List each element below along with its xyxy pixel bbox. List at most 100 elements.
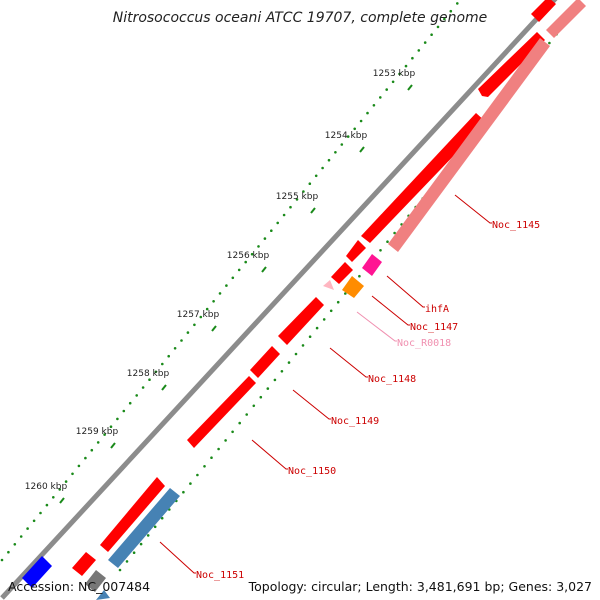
ruler-dot	[295, 198, 299, 201]
ruler-dot	[193, 323, 196, 327]
ruler-dot	[449, 9, 453, 13]
ruler-ticks: 1253 kbp 1254 kbp 1255 kbp 1256 kbp 1257 kbp…	[25, 69, 416, 504]
callout-leader-line	[371, 295, 410, 326]
ruler-dot	[32, 519, 36, 523]
inner-ruler-dot	[238, 421, 241, 425]
inner-ruler-dot	[182, 490, 185, 494]
ruler-dot	[161, 362, 164, 366]
feature-cds-noc1145-partner[interactable]	[361, 113, 486, 243]
inner-ruler-dot	[231, 430, 234, 434]
gene-label[interactable]: Noc_1150	[288, 466, 336, 477]
ruler-dot	[391, 80, 395, 84]
ruler-dot	[276, 221, 280, 225]
ruler-dot	[199, 315, 203, 319]
inner-ruler-dot	[315, 326, 319, 330]
ruler-dot	[385, 88, 389, 91]
feature-track	[22, 0, 586, 600]
gene-label[interactable]: Noc_R0018	[397, 338, 451, 349]
ruler-dot	[225, 284, 228, 287]
ruler-dot	[135, 394, 138, 397]
ruler-dot	[45, 503, 49, 507]
inner-ruler-dot	[344, 292, 347, 295]
inner-ruler-dot	[386, 240, 389, 243]
inner-ruler-dot	[153, 525, 157, 529]
ruler-tick-label: 1253 kbp	[373, 69, 416, 79]
ruler-dot	[430, 33, 433, 36]
ruler-dot	[128, 401, 132, 405]
ruler-dot	[173, 347, 177, 350]
gene-label[interactable]: ihfA	[425, 304, 449, 315]
feature-cds-top[interactable]	[531, 0, 556, 22]
ruler-tick-label: 1256 kbp	[227, 251, 270, 261]
ruler-dot	[26, 527, 29, 530]
topology-text: Topology: circular; Length: 3,481,691 bp…	[248, 579, 592, 594]
callout-leader-line	[159, 541, 196, 574]
inner-ruler-dot	[322, 318, 326, 321]
inner-ruler-dot	[273, 378, 277, 382]
feature-cds-steel[interactable]	[108, 488, 180, 568]
feature-cds-noc1151[interactable]	[100, 477, 165, 552]
callout-leader-line	[251, 439, 288, 470]
feature-blue[interactable]	[22, 556, 52, 588]
feature-cds-small2[interactable]	[331, 262, 353, 284]
gene-label[interactable]: Noc_1148	[368, 374, 416, 385]
ruler-dot	[359, 119, 363, 123]
ruler-dot	[456, 2, 459, 5]
feature-steel-small[interactable]	[96, 590, 110, 600]
ruler-dot	[257, 245, 260, 248]
inner-ruler-dot	[203, 465, 206, 468]
ruler-dot	[398, 72, 401, 76]
inner-ruler-dot	[160, 516, 164, 520]
accession-text: Accession: NC_007484	[8, 579, 151, 594]
inner-ruler-dot	[336, 300, 340, 304]
ruler-dot	[19, 535, 23, 538]
ruler-dot	[58, 488, 61, 491]
ruler-dot	[436, 25, 440, 29]
ruler-dot	[353, 127, 357, 131]
feature-cds-noc1149[interactable]	[250, 346, 280, 378]
ruler-dot	[263, 237, 267, 240]
ruler-dot	[237, 268, 241, 272]
ruler-dot	[103, 433, 106, 436]
gene-label[interactable]: Noc_1151	[196, 570, 244, 581]
feature-cds-light-top[interactable]	[546, 0, 586, 38]
gene-label[interactable]: Noc_1147	[410, 322, 458, 333]
ruler-tick-label: 1259 kbp	[76, 427, 119, 437]
ruler-dot	[77, 464, 81, 468]
feature-cds-bottom[interactable]	[72, 552, 96, 576]
gene-label[interactable]: Noc_1149	[331, 416, 379, 427]
inner-ruler-dot	[217, 447, 220, 451]
ruler-dot	[180, 339, 183, 342]
inner-ruler-dot	[266, 387, 270, 390]
feature-noc1147[interactable]	[342, 276, 364, 298]
feature-rna-pink[interactable]	[323, 280, 334, 290]
ruler-dot	[334, 151, 337, 154]
ruler-tick-label: 1260 kbp	[25, 482, 68, 492]
inner-ruler-dot	[118, 568, 122, 572]
feature-gray-bottom[interactable]	[85, 570, 106, 592]
ruler-dot	[71, 472, 74, 476]
callout-labels: Noc_1145 ihfA Noc_1147 Noc_R0018 Noc_1148 Noc…	[159, 194, 540, 581]
ruler-dot	[340, 143, 344, 146]
feature-cds-noc1148[interactable]	[278, 297, 324, 345]
ruler-tick-mark	[110, 442, 116, 449]
ruler-dot	[346, 135, 350, 138]
callout-leader-line	[329, 347, 368, 378]
inner-ruler-dot	[301, 344, 305, 347]
ruler-dot	[122, 409, 126, 413]
gene-label[interactable]: Noc_1145	[492, 220, 540, 231]
ruler-dot	[148, 378, 151, 382]
inner-ruler-dot	[379, 249, 382, 252]
feature-cds-noc1145[interactable]	[388, 38, 550, 252]
feature-cds-upper[interactable]	[478, 32, 545, 97]
callout-leader-line	[386, 275, 425, 308]
callout-leader-line	[292, 389, 331, 420]
inner-ruler-dot	[548, 41, 551, 45]
feature-ihfA[interactable]	[362, 254, 382, 276]
inner-ruler-dot	[189, 482, 192, 485]
feature-cds-noc1150[interactable]	[187, 376, 256, 448]
ruler-tick-mark	[59, 497, 65, 504]
feature-cds-small1[interactable]	[346, 240, 366, 262]
ruler-dot	[308, 182, 312, 185]
